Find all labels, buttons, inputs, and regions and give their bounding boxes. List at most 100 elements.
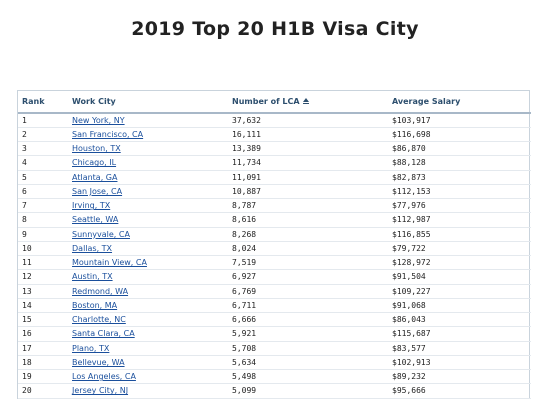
rank-cell: 6 <box>18 184 68 200</box>
lca-count-cell: 5,498 <box>228 369 388 385</box>
city-link[interactable]: Mountain View, CA <box>72 258 147 268</box>
rank-cell: 4 <box>18 155 68 171</box>
rank-cell: 14 <box>18 298 68 314</box>
lca-count-cell: 10,887 <box>228 184 388 200</box>
average-salary-cell: $86,870 <box>388 141 531 157</box>
city-cell: Plano, TX <box>68 341 228 356</box>
average-salary-cell: $112,987 <box>388 212 531 228</box>
rank-cell: 8 <box>18 212 68 228</box>
city-cell: Jersey City, NJ <box>68 383 228 399</box>
table-row: 20 Jersey City, NJ 5,099 $95,666 <box>18 383 531 399</box>
city-link[interactable]: Boston, MA <box>72 300 118 310</box>
city-link[interactable]: Seattle, WA <box>72 215 119 225</box>
city-link[interactable]: Sunnyvale, CA <box>72 229 130 239</box>
city-cell: Charlotte, NC <box>68 312 228 328</box>
city-link[interactable]: Atlanta, GA <box>72 172 118 182</box>
lca-count-cell: 6,769 <box>228 284 388 299</box>
city-link[interactable]: San Francisco, CA <box>72 129 144 139</box>
lca-count-cell: 8,024 <box>228 241 388 257</box>
rank-cell: 15 <box>18 312 68 328</box>
header-number-of-lca[interactable]: Number of LCA <box>228 91 388 114</box>
lca-count-cell: 5,921 <box>228 326 388 342</box>
rank-cell: 16 <box>18 326 68 342</box>
average-salary-cell: $102,913 <box>388 355 531 371</box>
rank-cell: 9 <box>18 227 68 242</box>
city-link[interactable]: Charlotte, NC <box>72 315 126 325</box>
average-salary-cell: $91,504 <box>388 269 531 285</box>
city-cell: Austin, TX <box>68 269 228 285</box>
rank-cell: 17 <box>18 341 68 356</box>
city-link[interactable]: Bellevue, WA <box>72 357 125 367</box>
header-work-city[interactable]: Work City <box>68 91 228 114</box>
lca-count-cell: 11,734 <box>228 155 388 171</box>
table-header-row: Rank Work City Number of LCA Average Sal… <box>18 91 531 114</box>
city-cell: Sunnyvale, CA <box>68 227 228 242</box>
city-cell: Irving, TX <box>68 198 228 214</box>
lca-count-cell: 7,519 <box>228 255 388 271</box>
city-cell: Santa Clara, CA <box>68 326 228 342</box>
lca-count-cell: 6,927 <box>228 269 388 285</box>
average-salary-cell: $128,972 <box>388 255 531 271</box>
lca-count-cell: 11,091 <box>228 170 388 185</box>
average-salary-cell: $82,873 <box>388 170 531 185</box>
table-row: 13 Redmond, WA 6,769 $109,227 <box>18 284 531 299</box>
city-link[interactable]: Santa Clara, CA <box>72 329 135 339</box>
table-row: 14 Boston, MA 6,711 $91,068 <box>18 298 531 314</box>
lca-count-cell: 16,111 <box>228 127 388 143</box>
table-row: 1 New York, NY 37,632 $103,917 <box>18 113 531 128</box>
city-cell: San Jose, CA <box>68 184 228 200</box>
rank-cell: 5 <box>18 170 68 185</box>
data-table: Rank Work City Number of LCA Average Sal… <box>18 91 531 399</box>
lca-count-cell: 8,616 <box>228 212 388 228</box>
lca-count-cell: 5,708 <box>228 341 388 356</box>
city-cell: Seattle, WA <box>68 212 228 228</box>
rank-cell: 7 <box>18 198 68 214</box>
sort-ascending-icon <box>302 98 309 104</box>
city-cell: Atlanta, GA <box>68 170 228 185</box>
city-link[interactable]: Houston, TX <box>72 144 121 154</box>
average-salary-cell: $79,722 <box>388 241 531 257</box>
page-title: 2019 Top 20 H1B Visa City <box>131 18 419 40</box>
table-row: 11 Mountain View, CA 7,519 $128,972 <box>18 255 531 271</box>
city-link[interactable]: Austin, TX <box>72 272 113 282</box>
city-link[interactable]: New York, NY <box>72 115 125 125</box>
city-link[interactable]: Los Angeles, CA <box>72 372 136 382</box>
city-cell: New York, NY <box>68 113 228 128</box>
city-link[interactable]: Dallas, TX <box>72 243 113 253</box>
city-link[interactable]: Redmond, WA <box>72 286 129 296</box>
city-link[interactable]: Irving, TX <box>72 201 111 211</box>
header-rank[interactable]: Rank <box>18 91 68 114</box>
rank-cell: 11 <box>18 255 68 271</box>
table-row: 16 Santa Clara, CA 5,921 $115,687 <box>18 326 531 342</box>
average-salary-cell: $91,068 <box>388 298 531 314</box>
city-link[interactable]: Chicago, IL <box>72 158 117 168</box>
lca-count-cell: 13,389 <box>228 141 388 157</box>
average-salary-cell: $77,976 <box>388 198 531 214</box>
visa-city-table: Rank Work City Number of LCA Average Sal… <box>17 90 531 399</box>
lca-count-cell: 8,787 <box>228 198 388 214</box>
table-row: 18 Bellevue, WA 5,634 $102,913 <box>18 355 531 371</box>
table-row: 7 Irving, TX 8,787 $77,976 <box>18 198 531 214</box>
city-cell: Bellevue, WA <box>68 355 228 371</box>
city-cell: Boston, MA <box>68 298 228 314</box>
lca-count-cell: 5,634 <box>228 355 388 371</box>
city-cell: Mountain View, CA <box>68 255 228 271</box>
average-salary-cell: $86,043 <box>388 312 531 328</box>
city-link[interactable]: San Jose, CA <box>72 186 123 196</box>
table-row: 9 Sunnyvale, CA 8,268 $116,855 <box>18 227 531 242</box>
rank-cell: 20 <box>18 383 68 399</box>
table-row: 17 Plano, TX 5,708 $83,577 <box>18 341 531 356</box>
table-row: 2 San Francisco, CA 16,111 $116,698 <box>18 127 531 143</box>
average-salary-cell: $115,687 <box>388 326 531 342</box>
city-link[interactable]: Plano, TX <box>72 343 110 353</box>
average-salary-cell: $83,577 <box>388 341 531 356</box>
average-salary-cell: $116,698 <box>388 127 531 143</box>
lca-count-cell: 6,666 <box>228 312 388 328</box>
average-salary-cell: $88,128 <box>388 155 531 171</box>
table-row: 15 Charlotte, NC 6,666 $86,043 <box>18 312 531 328</box>
header-average-salary[interactable]: Average Salary <box>388 91 531 114</box>
city-cell: Los Angeles, CA <box>68 369 228 385</box>
average-salary-cell: $109,227 <box>388 284 531 299</box>
city-link[interactable]: Jersey City, NJ <box>72 386 129 396</box>
table-row: 19 Los Angeles, CA 5,498 $89,232 <box>18 369 531 385</box>
